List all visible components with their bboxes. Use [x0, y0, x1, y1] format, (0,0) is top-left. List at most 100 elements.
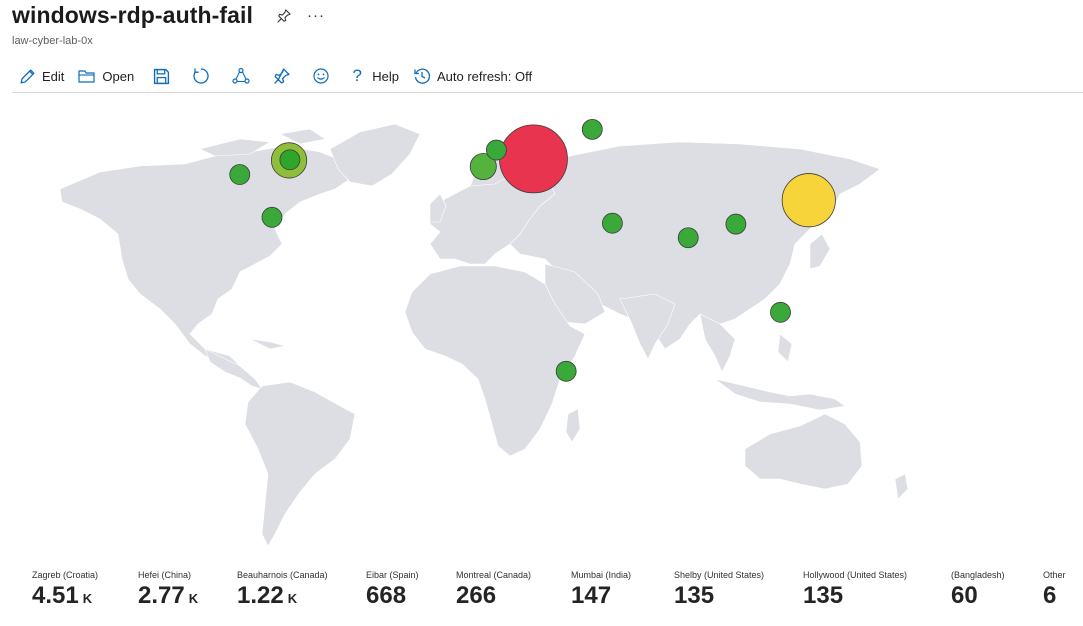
legend-item[interactable]: Zagreb (Croatia) 4.51 K	[32, 570, 98, 610]
legend-value-number: 266	[456, 582, 497, 609]
auto-refresh-label: Auto refresh: Off	[436, 68, 533, 84]
map-bubble[interactable]	[279, 149, 301, 171]
map-bubble[interactable]	[725, 213, 747, 235]
legend-value: 135	[803, 582, 907, 610]
open-folder-icon	[78, 67, 96, 85]
legend-label: Eibar (Spain)	[366, 570, 419, 580]
edit-label: Edit	[42, 68, 65, 84]
pin-icon[interactable]	[273, 5, 295, 27]
legend-value: 135	[674, 582, 764, 610]
legend-item[interactable]: Mumbai (India) 147	[571, 570, 631, 610]
land-india	[619, 293, 676, 360]
legend-value: 266	[456, 582, 531, 610]
land-masses	[59, 123, 909, 547]
land-arctic-islands	[199, 128, 326, 157]
legend-value: 147	[571, 582, 631, 610]
question-icon: ?	[352, 66, 362, 85]
legend-value: 2.77 K	[138, 582, 198, 610]
map-bubble[interactable]	[602, 212, 623, 234]
legend-value-unit: K	[82, 591, 93, 606]
legend-item[interactable]: Hefei (China) 2.77 K	[138, 570, 198, 610]
auto-refresh-button[interactable]: Auto refresh: Off	[406, 62, 539, 90]
map-bubble[interactable]	[485, 139, 507, 161]
land-new-zealand	[894, 473, 909, 500]
legend-value-unit: K	[188, 591, 199, 606]
workspace-subtitle: law-cyber-lab-0x	[12, 35, 93, 47]
pin-icon	[272, 67, 290, 85]
legend-label: Hollywood (United States)	[803, 570, 908, 580]
legend-label: Beauharnois (Canada)	[237, 570, 328, 580]
edit-button[interactable]: Edit	[12, 62, 71, 90]
smiley-icon	[312, 67, 330, 85]
land-australia	[744, 413, 863, 490]
legend-label: Other	[1043, 570, 1066, 580]
page-title: windows-rdp-auth-fail	[12, 2, 254, 28]
legend-value-number: 2.77	[138, 582, 185, 609]
legend-label: Hefei (China)	[138, 570, 192, 580]
legend-item[interactable]: Hollywood (United States) 135	[803, 570, 907, 610]
world-map	[59, 118, 909, 547]
toolbar: Edit Open ? Help	[12, 60, 1083, 93]
map-bubble[interactable]	[229, 164, 251, 185]
map-bubble[interactable]	[781, 173, 836, 228]
legend-value: 1.22 K	[237, 582, 328, 610]
save-button[interactable]	[141, 62, 181, 90]
legend-value: 668	[366, 582, 419, 610]
land-central-america	[204, 348, 263, 390]
map-bubble[interactable]	[555, 360, 577, 382]
help-label: Help	[372, 68, 399, 84]
map-visualization[interactable]	[0, 94, 1083, 554]
legend-value-number: 147	[571, 582, 612, 609]
legend-item[interactable]: Beauharnois (Canada) 1.22 K	[237, 570, 328, 610]
legend-value: 6	[1043, 582, 1066, 610]
legend-value-number: 135	[803, 582, 844, 609]
bubble-layer	[229, 118, 836, 382]
map-bubble[interactable]	[469, 153, 497, 181]
legend-value-number: 1.22	[237, 582, 284, 609]
land-indonesia	[714, 378, 846, 411]
land-north-america	[59, 145, 351, 367]
legend-value-number: 60	[951, 582, 978, 609]
refresh-button[interactable]	[181, 62, 221, 90]
land-caribbean	[249, 338, 286, 350]
land-philippines	[777, 333, 793, 363]
legend-label: (Bangladesh)	[951, 570, 1005, 580]
open-label: Open	[102, 68, 135, 84]
bubble-legend: Zagreb (Croatia) 4.51 K Hefei (China) 2.77 K B…	[0, 570, 1083, 626]
legend-item[interactable]: (Bangladesh) 60	[951, 570, 1005, 610]
map-bubble[interactable]	[677, 227, 699, 249]
legend-item[interactable]: Shelby (United States) 135	[674, 570, 764, 610]
legend-value: 4.51 K	[32, 582, 98, 610]
legend-label: Shelby (United States)	[674, 570, 765, 580]
legend-value-unit: K	[287, 591, 298, 606]
legend-item[interactable]: Eibar (Spain) 668	[366, 570, 419, 610]
land-greenland	[329, 123, 421, 187]
more-options-button[interactable]: ···	[307, 7, 326, 24]
help-button[interactable]: ? Help	[341, 62, 406, 90]
land-madagascar	[565, 408, 581, 443]
legend-value-number: 6	[1043, 582, 1057, 609]
land-japan	[809, 233, 831, 270]
legend-label: Mumbai (India)	[571, 570, 632, 580]
legend-value-number: 668	[366, 582, 407, 609]
legend-label: Montreal (Canada)	[456, 570, 532, 580]
legend-item[interactable]: Other 6	[1043, 570, 1066, 610]
map-bubble[interactable]	[581, 118, 603, 140]
land-south-america	[244, 381, 356, 547]
pin-to-dashboard-button[interactable]	[261, 62, 301, 90]
save-icon	[152, 67, 170, 85]
share-icon	[232, 67, 250, 85]
open-button[interactable]: Open	[71, 62, 141, 90]
map-bubble[interactable]	[261, 206, 283, 228]
legend-value: 60	[951, 582, 1005, 610]
land-uk	[429, 193, 447, 223]
legend-value-number: 135	[674, 582, 715, 609]
map-bubble[interactable]	[770, 301, 791, 323]
legend-value-number: 4.51	[32, 582, 79, 609]
pencil-icon	[18, 67, 36, 85]
land-africa	[404, 265, 586, 457]
map-bubble[interactable]	[499, 124, 568, 194]
feedback-button[interactable]	[301, 62, 341, 90]
share-button[interactable]	[221, 62, 261, 90]
legend-item[interactable]: Montreal (Canada) 266	[456, 570, 531, 610]
